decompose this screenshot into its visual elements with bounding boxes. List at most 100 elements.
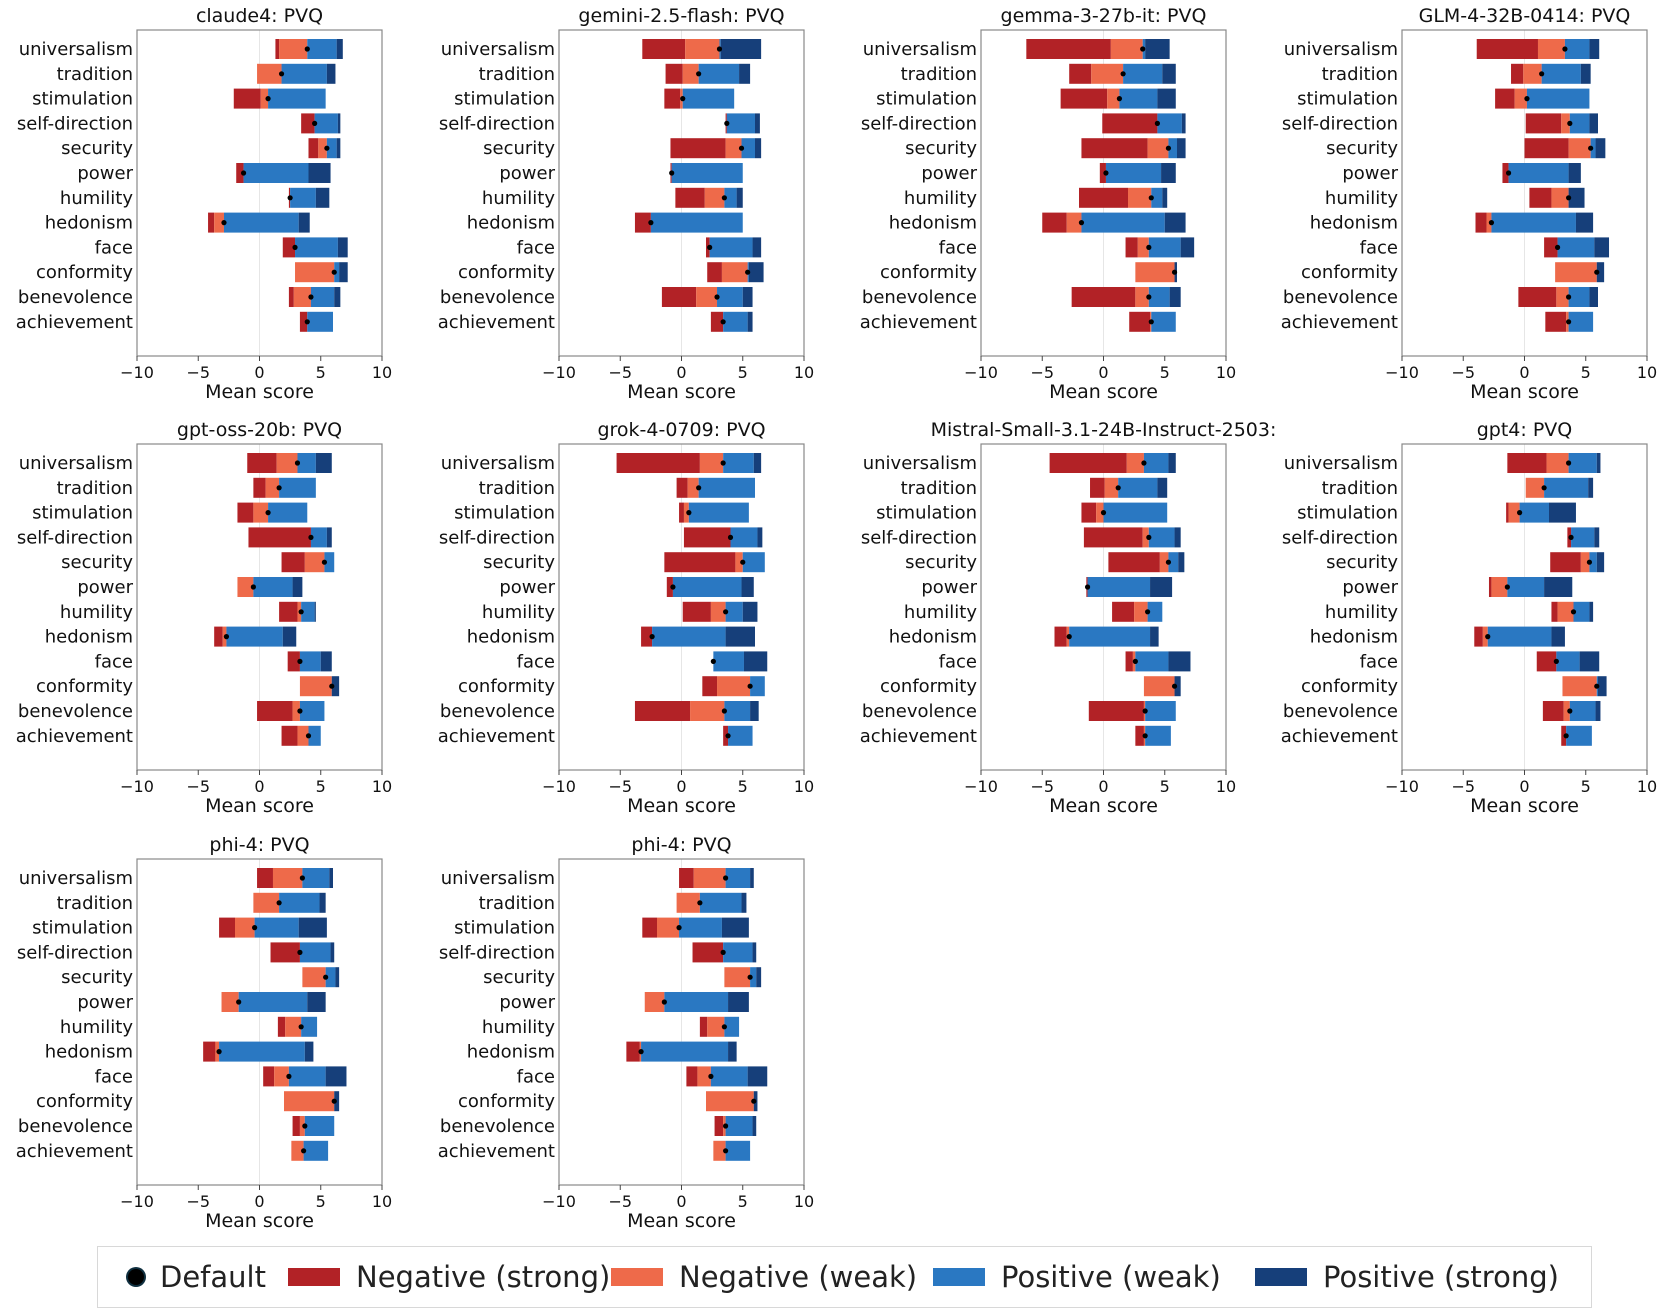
bar-pos-strong	[326, 63, 336, 84]
default-point	[302, 1123, 308, 1129]
bar-neg-weak	[1557, 601, 1574, 622]
category-label: universalism	[441, 453, 555, 474]
default-point	[1146, 534, 1152, 541]
bar-pos-strong	[1596, 453, 1601, 473]
bar-pos-weak	[302, 868, 330, 888]
bar-neg-weak	[682, 63, 699, 84]
default-point	[1154, 120, 1160, 126]
x-tick-label: 10	[1637, 777, 1657, 796]
category-label: benevolence	[862, 287, 977, 308]
bar-pos-weak	[1541, 63, 1581, 84]
x-tick-label: −5	[186, 363, 210, 382]
bar-pos-strong	[308, 163, 331, 183]
category-label: benevolence	[440, 287, 555, 308]
default-point	[1146, 294, 1152, 300]
default-point	[297, 658, 303, 665]
bar-pos-strong	[1157, 477, 1168, 498]
bar-neg-weak	[693, 868, 726, 888]
bar-pos-strong	[739, 63, 751, 84]
bar-neg-strong	[257, 701, 293, 721]
default-point	[714, 294, 720, 300]
bar-pos-weak	[1568, 453, 1597, 473]
legend-swatch-negative-strong	[288, 1268, 340, 1286]
x-tick-label: 0	[676, 363, 686, 382]
bar-neg-weak	[1091, 63, 1124, 84]
x-tick-label: 5	[316, 777, 326, 796]
category-label: hedonism	[467, 1042, 555, 1063]
bar-pos-strong	[1595, 138, 1606, 159]
bar-pos-weak	[1556, 651, 1580, 672]
bar-neg-strong	[1542, 701, 1564, 721]
bar-neg-weak	[276, 453, 298, 473]
category-label: stimulation	[454, 918, 555, 939]
bar-pos-strong	[741, 577, 754, 597]
bar-pos-weak	[1143, 453, 1169, 473]
bar-pos-weak	[641, 1041, 729, 1062]
bar-neg-strong	[1545, 311, 1567, 332]
bar-pos-strong	[337, 237, 348, 258]
x-tick-label: 10	[372, 363, 392, 382]
x-tick-label: −5	[1451, 777, 1475, 796]
default-point	[1594, 269, 1600, 275]
default-point	[1517, 509, 1523, 516]
category-label: hedonism	[1310, 213, 1398, 234]
bar-pos-weak	[307, 39, 337, 59]
bar-pos-weak	[1526, 88, 1590, 109]
bar-neg-weak	[707, 1016, 725, 1037]
legend-swatch-positive-weak	[933, 1268, 985, 1286]
bar-pos-strong	[736, 187, 743, 208]
default-point	[265, 509, 271, 516]
bar-neg-weak	[1514, 88, 1527, 109]
bar-pos-weak	[728, 725, 753, 746]
bar-pos-strong	[320, 651, 332, 672]
bar-pos-strong	[330, 942, 335, 963]
x-tick-label: 5	[316, 363, 326, 382]
bar-pos-weak	[288, 1066, 326, 1087]
bar-pos-strong	[755, 113, 760, 134]
bar-neg-strong	[1060, 88, 1108, 109]
bar-neg-strong	[626, 1041, 640, 1062]
bar-pos-weak	[243, 163, 309, 183]
bar-neg-weak	[1523, 63, 1542, 84]
bar-pos-weak	[664, 992, 729, 1012]
bar-neg-weak	[291, 1140, 304, 1161]
bar-neg-weak	[696, 287, 718, 307]
category-label: humility	[904, 188, 977, 209]
bar-pos-weak	[1569, 701, 1596, 721]
bar-neg-strong	[236, 163, 244, 183]
x-tick-label: 0	[254, 363, 264, 382]
bar-neg-strong	[282, 237, 296, 258]
bar-pos-weak	[279, 477, 316, 498]
bar-neg-strong	[1488, 577, 1492, 597]
bar-pos-strong	[1174, 676, 1181, 697]
bar-neg-strong	[634, 701, 691, 721]
legend-label-negative-strong: Negative (strong)	[356, 1260, 611, 1294]
category-label: universalism	[441, 868, 555, 889]
bar-neg-strong	[277, 1016, 286, 1037]
x-tick-label: 5	[1581, 363, 1591, 382]
bar-pos-strong	[1596, 552, 1605, 573]
category-label: face	[939, 651, 977, 672]
category-label: tradition	[1322, 64, 1398, 85]
panel-8: gpt4: PVQ universalism tradition stimulatio…	[1281, 419, 1657, 817]
bar-pos-strong	[1150, 626, 1159, 647]
bar-pos-strong	[1594, 527, 1600, 548]
default-point	[1132, 658, 1138, 665]
x-tick-label: 10	[1216, 363, 1236, 382]
bar-neg-weak	[1568, 138, 1591, 159]
default-point	[725, 733, 731, 739]
bar-pos-weak	[1491, 212, 1576, 233]
category-label: hedonism	[467, 213, 555, 234]
bar-pos-weak	[1151, 187, 1163, 208]
category-label: universalism	[1284, 453, 1398, 474]
default-point	[1541, 485, 1547, 491]
bar-pos-strong	[307, 992, 326, 1012]
default-point	[287, 195, 293, 201]
default-point	[661, 999, 667, 1005]
bar-neg-weak	[724, 967, 751, 988]
x-tick-label: 10	[1637, 363, 1657, 382]
bar-pos-weak	[1557, 237, 1595, 258]
bar-neg-weak	[704, 187, 725, 208]
x-tick-label: 10	[794, 363, 814, 382]
bar-pos-weak	[688, 502, 749, 523]
